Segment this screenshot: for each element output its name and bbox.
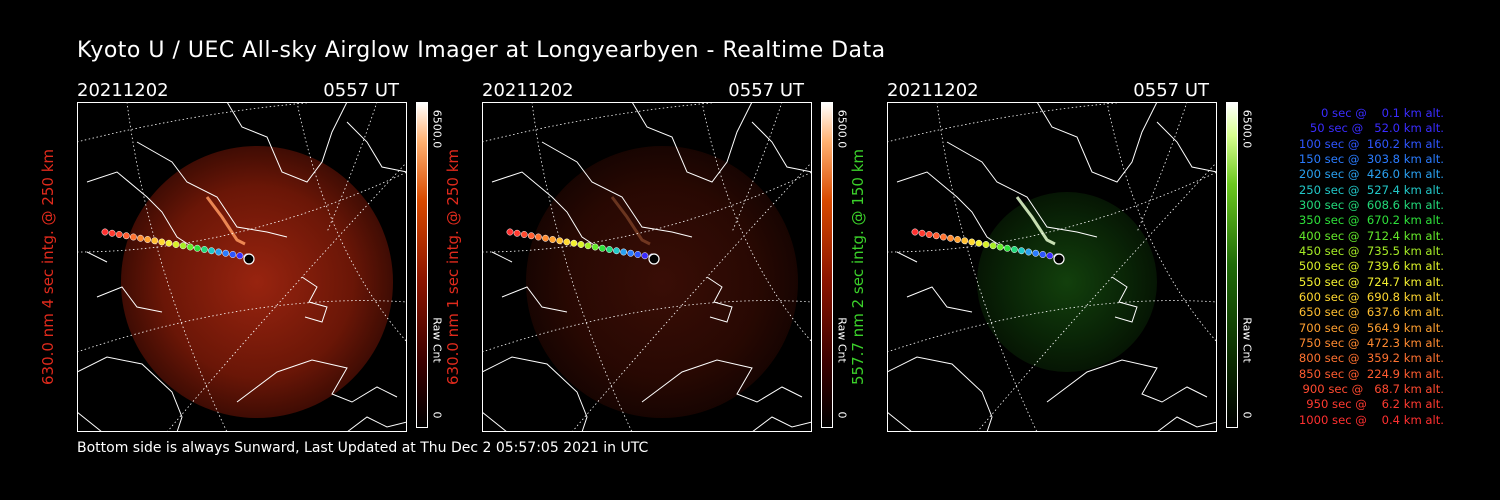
legend-row: 150 sec @ 303.8 km alt. [1295,151,1444,166]
panel-ylabel: 557.7 nm 2 sec intg. @ 150 km [849,148,867,386]
panel-time: 0557 UT [323,80,399,101]
legend-row: 400 sec @ 712.4 km alt. [1295,228,1444,243]
image-panel-2: 20211202 0557 UT 630.0 nm 1 sec intg. @ … [444,80,882,432]
legend-row: 750 sec @ 472.3 km alt. [1295,335,1444,350]
trajectory-legend: 0 sec @ 0.1 km alt. 50 sec @ 52.0 km alt… [1262,106,1444,428]
panel-ylabel: 630.0 nm 1 sec intg. @ 250 km [444,148,462,386]
image-panel-3: 20211202 0557 UT 557.7 nm 2 sec intg. @ … [849,80,1287,432]
colorbar [416,102,428,428]
colorbar-min-label: 0 [1240,411,1254,419]
colorbar-max-label: 6500.0 [1240,109,1254,149]
panel-date: 20211202 [887,80,979,101]
legend-row: 900 sec @ 68.7 km alt. [1298,381,1444,396]
colorbar [821,102,833,428]
legend-row: 500 sec @ 739.6 km alt. [1295,259,1444,274]
colorbar [1226,102,1238,428]
legend-row: 300 sec @ 608.6 km alt. [1295,197,1444,212]
legend-row: 1000 sec @ 0.4 km alt. [1298,412,1444,427]
legend-row: 950 sec @ 6.2 km alt. [1302,397,1444,412]
legend-row: 650 sec @ 637.6 km alt. [1295,305,1444,320]
panel-time: 0557 UT [728,80,804,101]
panel-ylabel: 630.0 nm 4 sec intg. @ 250 km [39,148,57,386]
legend-row: 200 sec @ 426.0 km alt. [1295,167,1444,182]
legend-row: 800 sec @ 359.2 km alt. [1295,351,1444,366]
page-title: Kyoto U / UEC All-sky Airglow Imager at … [77,38,886,63]
legend-row: 550 sec @ 724.7 km alt. [1295,274,1444,289]
image-panel-1: 20211202 0557 UT 630.0 nm 4 sec intg. @ … [39,80,477,432]
legend-row: 100 sec @ 160.2 km alt. [1295,136,1444,151]
panel-time: 0557 UT [1133,80,1209,101]
legend-row: 700 sec @ 564.9 km alt. [1295,320,1444,335]
footer-note: Bottom side is always Sunward, Last Upda… [77,440,649,456]
allsky-image-map [887,102,1217,432]
allsky-image-map [77,102,407,432]
legend-row: 850 sec @ 224.9 km alt. [1295,366,1444,381]
panel-date: 20211202 [77,80,169,101]
allsky-image-map [482,102,812,432]
legend-row: 250 sec @ 527.4 km alt. [1295,182,1444,197]
legend-row: 450 sec @ 735.5 km alt. [1295,243,1444,258]
legend-row: 600 sec @ 690.8 km alt. [1295,289,1444,304]
colorbar-unit-label: Raw Cnt [1240,317,1254,363]
legend-row: 350 sec @ 670.2 km alt. [1295,213,1444,228]
legend-row: 0 sec @ 0.1 km alt. [1309,106,1444,120]
panel-date: 20211202 [482,80,574,101]
legend-row: 50 sec @ 52.0 km alt. [1302,121,1444,136]
